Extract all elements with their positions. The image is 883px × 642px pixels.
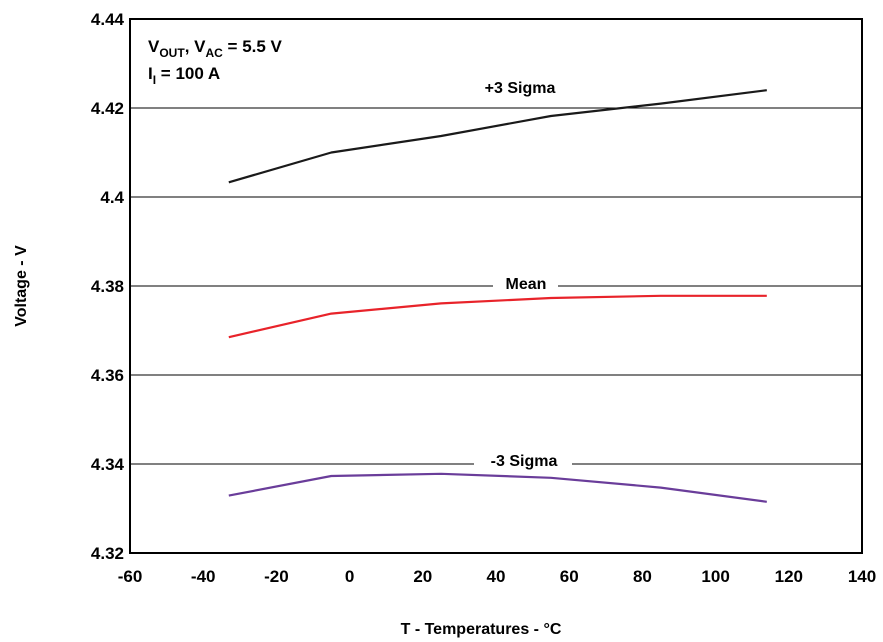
series-line-2 [228, 472, 767, 503]
x-tick-label-2: -20 [264, 567, 289, 586]
series-line-1 [228, 294, 767, 339]
x-tick-label-0: -60 [118, 567, 143, 586]
y-tick-labels: 4.32 4.34 4.36 4.38 4.4 4.42 4.44 [91, 10, 125, 563]
x-tick-label-8: 100 [701, 567, 729, 586]
y-tick-label-1: 4.34 [91, 455, 125, 474]
y-tick-label-2: 4.36 [91, 366, 124, 385]
label-gap-1 [493, 284, 558, 290]
series-label-2: -3 Sigma [491, 453, 558, 470]
series-label-1: Mean [506, 276, 547, 293]
x-axis-title: T - Temperatures - °C [401, 621, 562, 638]
x-tick-labels: -60 -40 -20 0 20 40 60 80 100 120 140 [118, 567, 876, 586]
y-tick-label-5: 4.42 [91, 99, 124, 118]
x-tick-label-3: 0 [345, 567, 354, 586]
series-label-0: +3 Sigma [485, 80, 556, 97]
y-tick-label-3: 4.38 [91, 277, 124, 296]
x-tick-label-9: 120 [775, 567, 803, 586]
series-lines [228, 89, 767, 503]
x-tick-label-5: 40 [487, 567, 506, 586]
series-line-0 [228, 89, 767, 184]
x-tick-label-1: -40 [191, 567, 216, 586]
condition-line-1: VOUT, VAC = 5.5 V [148, 37, 283, 60]
condition-line-2: II = 100 A [148, 64, 220, 87]
x-tick-label-10: 140 [848, 567, 876, 586]
x-tick-label-4: 20 [413, 567, 432, 586]
label-gap-2 [474, 461, 572, 467]
y-tick-label-4: 4.4 [100, 188, 124, 207]
y-tick-label-0: 4.32 [91, 544, 124, 563]
plot-frame [129, 18, 863, 554]
series-labels: +3 Sigma Mean -3 Sigma [474, 80, 572, 470]
x-tick-label-6: 60 [560, 567, 579, 586]
y-axis-title: Voltage - V [13, 245, 30, 327]
y-tick-label-6: 4.44 [91, 10, 125, 29]
x-tick-label-7: 80 [633, 567, 652, 586]
